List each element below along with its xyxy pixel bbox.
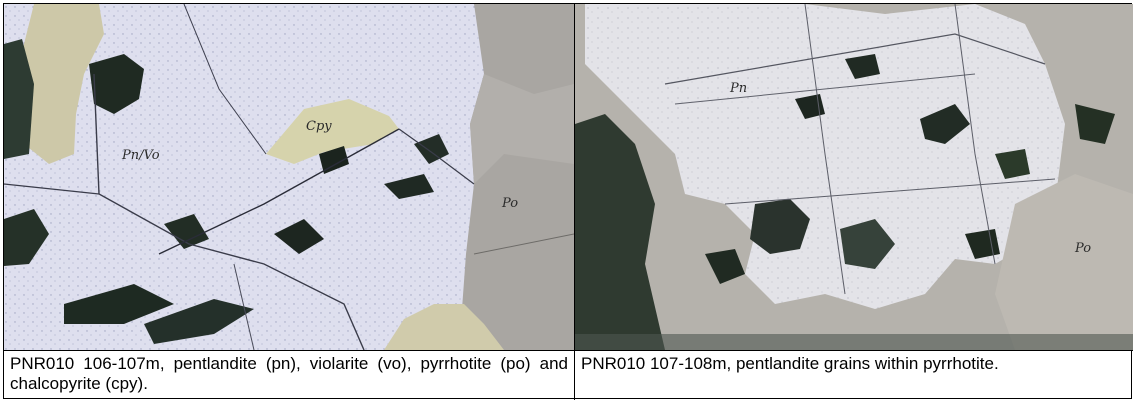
label-po-left: Po	[501, 196, 518, 211]
figure-table: Pn/Vo Cpy Po	[3, 3, 1133, 400]
label-po-right: Po	[1074, 241, 1091, 256]
caption-right: PNR010 107-108m, pentlandite grains with…	[581, 354, 999, 373]
caption-left: PNR010 106-107m, pentlandite (pn), viola…	[10, 354, 568, 393]
label-cpy: Cpy	[306, 119, 332, 134]
micrograph-right: Pn Po	[575, 4, 1133, 350]
caption-cell-left: PNR010 106-107m, pentlandite (pn), viola…	[4, 350, 575, 400]
micrograph-right-image: Pn Po	[575, 4, 1133, 350]
caption-cell-right: PNR010 107-108m, pentlandite grains with…	[575, 350, 1133, 400]
label-pn-vo: Pn/Vo	[121, 148, 160, 163]
micrograph-left: Pn/Vo Cpy Po	[4, 4, 575, 350]
label-pn: Pn	[729, 81, 747, 96]
micrograph-left-image: Pn/Vo Cpy Po	[4, 4, 574, 350]
